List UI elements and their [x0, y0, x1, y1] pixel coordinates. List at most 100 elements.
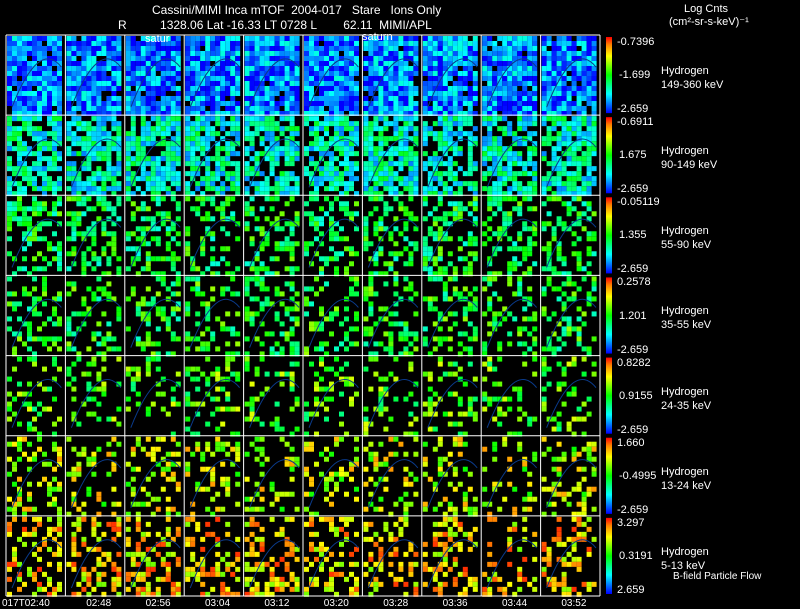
heat-cell — [581, 121, 587, 127]
heat-cell — [472, 216, 478, 222]
heat-cell — [457, 146, 463, 152]
heat-cell — [279, 351, 285, 357]
heat-cell — [512, 171, 518, 177]
heat-cell — [556, 271, 562, 277]
heat-cell — [349, 341, 354, 347]
heat-cell — [462, 381, 468, 387]
heat-cell — [294, 61, 300, 66]
heat-cell — [17, 66, 22, 71]
heat-cell — [254, 266, 260, 272]
heat-cell — [279, 146, 285, 152]
heat-cell — [71, 281, 77, 287]
heat-cell — [190, 336, 196, 342]
heat-cell — [17, 171, 22, 177]
heat-cell — [259, 76, 265, 81]
bfield-curve — [308, 378, 359, 428]
heat-cell — [91, 296, 97, 302]
heat-cell — [254, 46, 260, 51]
heat-cell — [447, 171, 453, 177]
heat-cell — [170, 76, 176, 81]
heat-cell — [522, 121, 528, 127]
heat-cell — [383, 51, 389, 56]
heat-cell — [264, 61, 270, 66]
heat-cell — [17, 116, 22, 122]
heat-cell — [522, 91, 528, 96]
heat-cell — [145, 316, 151, 322]
heat-cell — [492, 111, 498, 116]
heat-cell — [339, 106, 344, 111]
heat-cell — [492, 231, 498, 237]
heat-cell — [42, 56, 47, 61]
heat-cell — [482, 311, 488, 317]
heat-cell — [52, 61, 57, 66]
heat-cell — [487, 146, 493, 152]
heat-cell — [522, 66, 528, 71]
figure-subtitle: R 1328.06 Lat -16.33 LT 0728 L 62.11 MIM… — [118, 19, 432, 32]
heat-cell — [561, 46, 567, 51]
heat-cell — [462, 306, 468, 312]
heat-cell — [507, 146, 513, 152]
heat-cell — [403, 131, 409, 137]
heat-cell — [576, 196, 582, 202]
heat-cell — [393, 176, 399, 182]
heat-cell — [502, 126, 508, 132]
heat-cell — [344, 96, 349, 101]
heat-cell — [7, 201, 12, 207]
heat-cell — [254, 256, 260, 262]
heat-cell — [403, 126, 409, 132]
heat-cell — [309, 76, 314, 81]
heat-cell — [452, 101, 458, 106]
heat-cell — [398, 231, 404, 237]
heat-cell — [457, 56, 463, 61]
heat-cell — [269, 96, 275, 101]
heat-cell — [437, 316, 443, 322]
heat-cell — [57, 176, 62, 182]
heat-cell — [561, 331, 567, 337]
heat-cell — [190, 76, 196, 81]
heat-cell — [319, 81, 324, 86]
heat-cell — [502, 211, 508, 217]
heat-cell — [125, 406, 131, 412]
heat-cell — [339, 116, 344, 122]
heat-cell — [363, 41, 369, 46]
heat-cell — [576, 266, 582, 272]
heat-cell — [378, 111, 384, 116]
heat-cell — [551, 41, 557, 46]
heat-cell — [502, 41, 508, 46]
heat-cell — [47, 481, 52, 487]
heat-cell — [408, 106, 414, 111]
heat-cell — [462, 331, 468, 337]
heat-cell — [145, 356, 151, 362]
heat-cell — [76, 461, 82, 467]
heat-cell — [492, 41, 498, 46]
heat-cell — [235, 51, 241, 56]
heat-cell — [27, 456, 32, 462]
heat-cell — [22, 186, 27, 192]
heat-cell — [254, 396, 260, 402]
heat-cell — [363, 316, 369, 322]
heat-cell — [497, 171, 503, 177]
heat-cell — [556, 106, 562, 111]
heat-cell — [432, 86, 438, 91]
heat-cell — [165, 316, 171, 322]
heat-cell — [12, 66, 17, 71]
heat-cell — [442, 291, 448, 297]
heat-cell — [467, 301, 473, 307]
heat-cell — [403, 101, 409, 106]
heat-cell — [586, 126, 592, 132]
heat-cell — [329, 246, 334, 252]
heat-cell — [319, 61, 324, 66]
heat-cell — [190, 266, 196, 272]
heat-cell — [314, 121, 319, 127]
heat-cell — [22, 171, 27, 177]
heat-cell — [185, 226, 191, 232]
heat-cell — [71, 66, 77, 71]
heat-cell — [329, 236, 334, 242]
heat-cell — [522, 81, 528, 86]
heat-cell — [556, 41, 562, 46]
heat-cell — [378, 56, 384, 61]
heat-cell — [52, 136, 57, 142]
heat-cell — [190, 171, 196, 177]
heat-cell — [106, 441, 112, 447]
heat-cell — [289, 266, 295, 272]
